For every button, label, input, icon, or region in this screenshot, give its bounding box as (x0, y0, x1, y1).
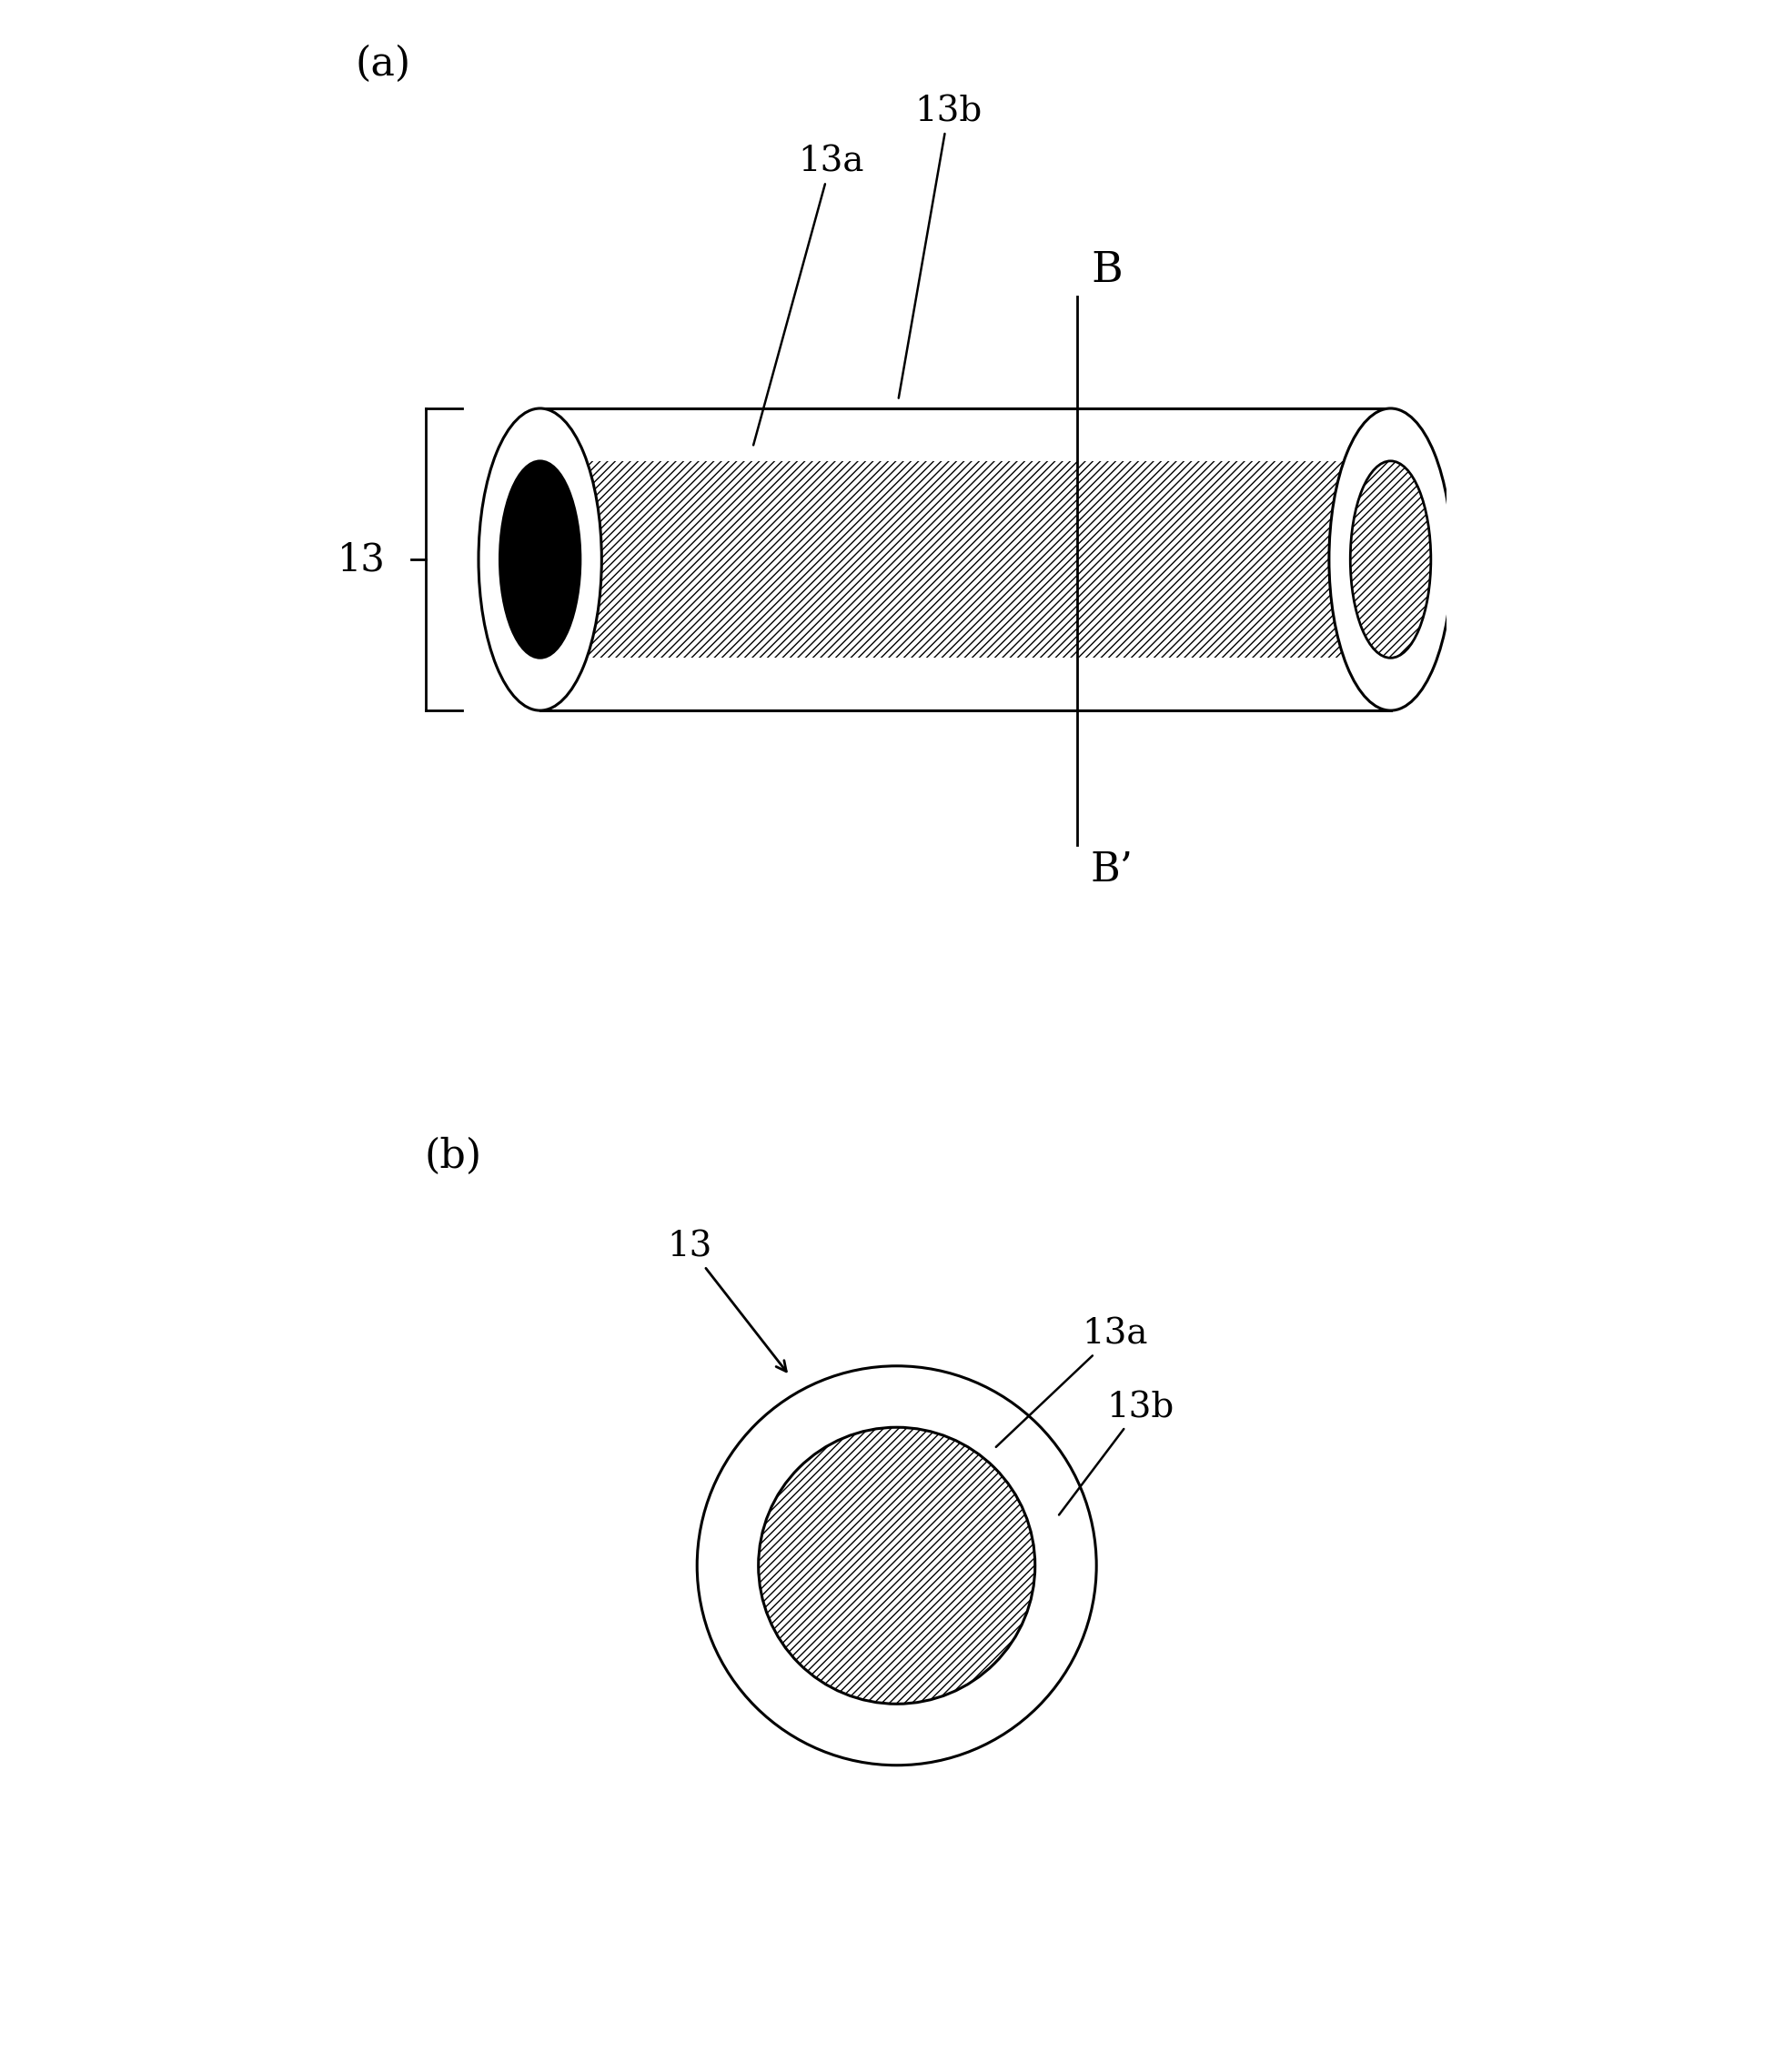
Text: (b): (b) (424, 1138, 483, 1177)
Text: B’: B’ (1091, 850, 1134, 889)
Ellipse shape (479, 408, 601, 711)
Text: B: B (1091, 251, 1123, 290)
Ellipse shape (1329, 408, 1453, 711)
Ellipse shape (759, 1428, 1034, 1703)
Ellipse shape (697, 1365, 1096, 1765)
Text: 13: 13 (337, 541, 385, 578)
Text: 13b: 13b (1059, 1390, 1174, 1515)
Text: 13b: 13b (899, 95, 983, 398)
Bar (539, 460, 1391, 659)
Text: (a): (a) (355, 46, 412, 85)
Bar (539, 408, 1391, 711)
Text: 13: 13 (667, 1231, 786, 1372)
Text: 13a: 13a (995, 1318, 1148, 1446)
Text: 13a: 13a (754, 145, 864, 445)
Ellipse shape (1350, 460, 1432, 659)
Ellipse shape (500, 460, 580, 659)
